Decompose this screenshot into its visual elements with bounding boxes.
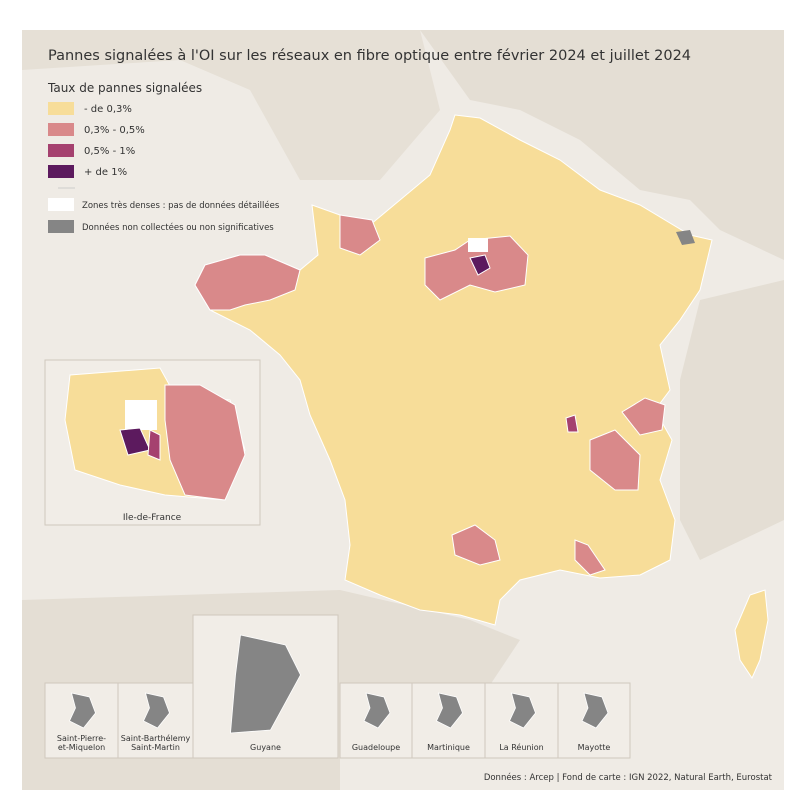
region-grey xyxy=(676,230,695,245)
legend-label: - de 0,3% xyxy=(84,104,132,115)
overseas-label: Guyane xyxy=(250,743,281,752)
title: Pannes signalées à l'OI sur les réseaux … xyxy=(48,48,691,64)
legend: Taux de pannes signalées - de 0,3% 0,3% -… xyxy=(47,81,280,233)
land-east xyxy=(680,280,784,560)
legend-swatch xyxy=(48,165,74,178)
legend-swatch xyxy=(48,123,74,136)
overseas-label: Saint-Barthélemy xyxy=(121,733,191,743)
overseas-label: Martinique xyxy=(427,743,470,752)
dense-zone xyxy=(468,238,488,252)
land-north xyxy=(22,30,784,260)
region-paris-core xyxy=(469,254,491,276)
legend-swatch xyxy=(48,220,74,233)
overseas-territory xyxy=(581,692,609,729)
region-brittany xyxy=(194,254,301,311)
inset-east xyxy=(164,384,246,501)
inset-label: Ile-de-France xyxy=(123,513,182,523)
overseas-territory xyxy=(142,692,170,729)
overseas-label: Mayotte xyxy=(578,743,611,752)
legend-label: Données non collectées ou non significat… xyxy=(82,222,274,233)
overseas-label: Guadeloupe xyxy=(352,743,400,752)
region-lyon-core xyxy=(565,414,579,433)
overseas-territory xyxy=(435,692,463,729)
legend-title: Taux de pannes signalées xyxy=(47,81,202,95)
legend-swatch xyxy=(48,198,74,211)
legend-label: 0,5% - 1% xyxy=(84,146,135,157)
overseas-label: Saint-Martin xyxy=(131,743,180,752)
overseas-territory xyxy=(508,692,536,729)
overseas-territory xyxy=(230,634,301,734)
overseas-label: La Réunion xyxy=(499,742,543,752)
inset-ring xyxy=(147,429,161,461)
legend-swatch xyxy=(48,144,74,157)
legend-label: Zones très denses : pas de données détai… xyxy=(82,200,280,211)
inset-dense xyxy=(125,400,157,430)
legend-label: 0,3% - 0,5% xyxy=(84,125,145,136)
region-toulouse xyxy=(451,524,501,566)
region-savoie xyxy=(621,397,666,436)
overseas-territory xyxy=(68,692,96,729)
overseas: Saint-Pierre-et-Miquelon Saint-Barthélemy… xyxy=(44,614,631,759)
overseas-label: Saint-Pierre- xyxy=(57,734,106,743)
legend-label: + de 1% xyxy=(84,167,127,178)
overseas-territory xyxy=(363,692,391,729)
region-lyon xyxy=(589,429,641,491)
overseas-label: et-Miquelon xyxy=(58,743,105,752)
source: Données : Arcep | Fond de carte : IGN 20… xyxy=(484,772,773,783)
land-uk xyxy=(22,30,440,180)
region-normandy xyxy=(339,214,381,256)
corsica xyxy=(734,589,769,680)
legend-swatch xyxy=(48,102,74,115)
france-mainland xyxy=(194,114,713,626)
region-marseille xyxy=(574,539,606,576)
